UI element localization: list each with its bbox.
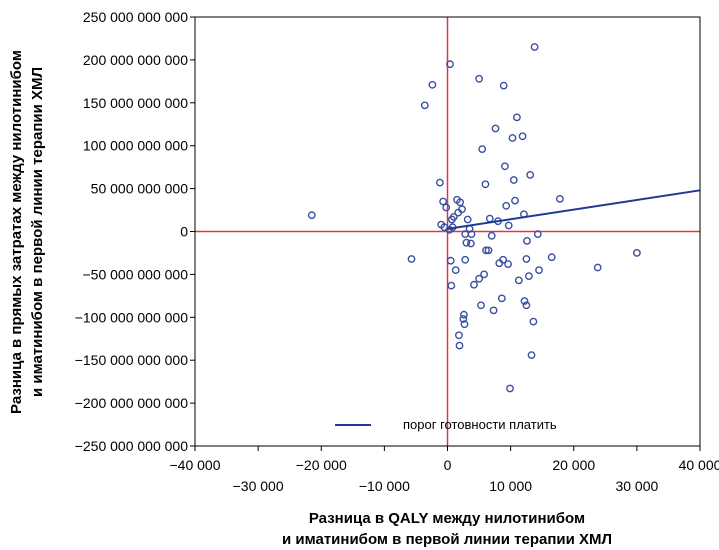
- data-point: [504, 260, 512, 268]
- y-tick-label: 250 000 000 000: [83, 9, 188, 25]
- data-point: [462, 238, 471, 247]
- data-point: [475, 74, 483, 83]
- y-tick-label: −200 000 000 000: [75, 395, 188, 411]
- data-point: [420, 101, 429, 110]
- y-tick-label: 200 000 000 000: [83, 52, 188, 68]
- data-point: [459, 310, 468, 319]
- data-point: [489, 306, 498, 315]
- y-tick-label: 50 000 000 000: [91, 181, 189, 197]
- data-point: [456, 198, 464, 207]
- x-tick-label: −20 000: [296, 457, 347, 473]
- data-point: [499, 255, 507, 264]
- data-point: [480, 270, 488, 279]
- y-axis-title-line-2: и иматинибом в первой линии терапии ХМЛ: [29, 67, 46, 397]
- data-point: [530, 43, 539, 51]
- data-point: [511, 196, 519, 205]
- x-axis-title-line-1: Разница в QALY между нилотинибом: [309, 510, 585, 527]
- x-tick-label: −30 000: [233, 478, 284, 494]
- data-point: [533, 230, 542, 239]
- data-point: [449, 212, 458, 221]
- y-tick-label: 150 000 000 000: [83, 95, 188, 111]
- data-points: [307, 43, 641, 393]
- x-tick-label: 20 000: [552, 457, 595, 473]
- legend-threshold-label: порог готовности платить: [403, 417, 557, 432]
- data-point: [428, 80, 437, 89]
- data-point: [527, 351, 536, 359]
- data-point: [481, 180, 490, 189]
- data-point: [487, 231, 496, 240]
- data-point: [556, 194, 564, 203]
- x-axis-ticks: −40 000 −20 000 0 20 000 40 000 −30 000 −10 00…: [170, 446, 719, 494]
- data-point: [475, 274, 483, 283]
- data-point: [446, 60, 454, 69]
- data-point: [463, 215, 472, 224]
- data-point: [526, 170, 535, 179]
- x-tick-label: 0: [444, 457, 452, 473]
- data-point: [482, 246, 490, 255]
- data-point: [460, 320, 469, 329]
- data-point: [535, 266, 543, 274]
- data-point: [513, 113, 521, 122]
- data-point: [478, 145, 487, 154]
- x-tick-label: −40 000: [170, 457, 221, 473]
- data-point: [484, 246, 493, 255]
- data-point: [522, 301, 531, 310]
- y-tick-label: −100 000 000 000: [75, 309, 188, 325]
- data-point: [467, 230, 476, 239]
- willingness-to-pay-threshold-line: [447, 189, 701, 230]
- data-point: [454, 331, 463, 340]
- data-point: [593, 263, 602, 272]
- data-point: [491, 124, 500, 133]
- data-point: [504, 221, 513, 230]
- data-point: [529, 317, 538, 326]
- data-point: [633, 248, 641, 257]
- y-tick-label: 100 000 000 000: [83, 138, 188, 154]
- data-point: [458, 205, 466, 214]
- x-tick-label: 10 000: [489, 478, 532, 494]
- data-point: [485, 214, 494, 223]
- x-tick-label: 40 000: [679, 457, 719, 473]
- data-point: [307, 211, 316, 220]
- data-point: [506, 384, 514, 393]
- data-point: [502, 201, 511, 210]
- data-point: [459, 315, 468, 323]
- x-tick-label: −10 000: [359, 478, 410, 494]
- data-point: [518, 132, 527, 141]
- data-point: [439, 197, 447, 206]
- data-point: [442, 203, 451, 212]
- data-point: [447, 281, 456, 290]
- data-point: [500, 162, 509, 171]
- data-point: [520, 297, 529, 305]
- data-point: [522, 255, 531, 263]
- data-point: [509, 176, 518, 184]
- legend: порог готовности платить: [335, 417, 557, 432]
- y-tick-label: 0: [180, 224, 188, 240]
- x-axis-title-line-2: и иматинибом в первой линии терапии ХМЛ: [282, 531, 612, 548]
- data-point: [508, 134, 517, 142]
- data-point: [470, 280, 478, 289]
- data-point: [407, 255, 416, 263]
- data-point: [477, 301, 485, 310]
- data-point: [497, 294, 506, 303]
- data-point: [455, 341, 464, 350]
- data-point: [435, 178, 444, 187]
- data-point: [547, 253, 556, 262]
- data-point: [446, 256, 455, 265]
- data-point: [499, 81, 508, 90]
- y-tick-label: −50 000 000 000: [83, 266, 189, 282]
- data-point: [514, 276, 523, 285]
- data-point: [461, 255, 470, 264]
- y-tick-label: −250 000 000 000: [75, 438, 188, 454]
- y-tick-label: −150 000 000 000: [75, 352, 188, 368]
- data-point: [523, 236, 531, 245]
- y-axis-ticks: 250 000 000 000 200 000 000 000 150 000 00…: [75, 9, 195, 454]
- y-axis-title-line-1: Разница в прямых затратах между нилотини…: [8, 50, 25, 414]
- data-point: [451, 266, 460, 274]
- data-point: [466, 239, 475, 248]
- data-point: [525, 272, 533, 280]
- x-tick-label: 30 000: [615, 478, 658, 494]
